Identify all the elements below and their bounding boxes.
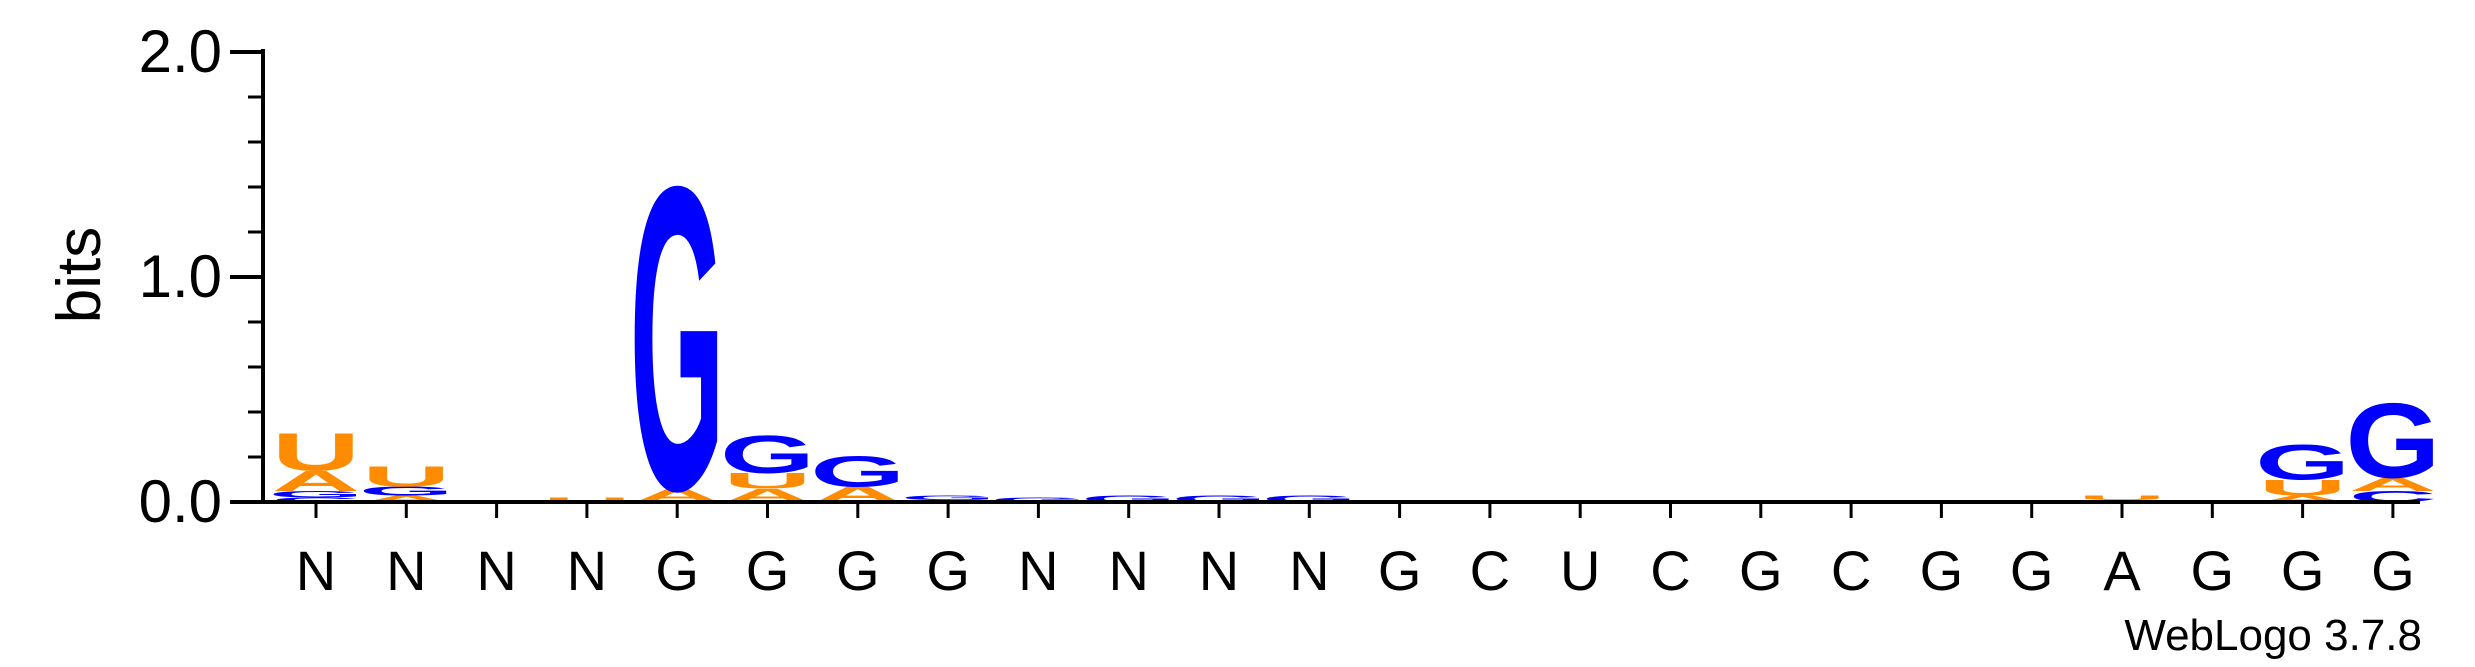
x-tick-label: U (1560, 539, 1600, 602)
logo-letter-U: U (2258, 475, 2346, 500)
logo-letter-A: A (272, 465, 360, 497)
x-tick-label: N (567, 539, 607, 602)
logo-letter-G: G (1171, 494, 1266, 504)
logo-letter-G: G (1081, 494, 1176, 504)
x-tick-label: N (1108, 539, 1148, 602)
weblogo-credit: WebLogo 3.7.8 (2124, 611, 2422, 660)
logo-letter-G: G (901, 494, 996, 501)
logo-letter-A: A (2349, 474, 2437, 495)
x-tick-label: G (836, 539, 880, 602)
x-tick-label: G (2010, 539, 2054, 602)
x-tick-label: G (655, 539, 699, 602)
logo-letter-U: U (543, 496, 631, 503)
y-tick-label: 0.0 (139, 468, 222, 535)
x-tick-label: C (1831, 539, 1871, 602)
x-tick-label: G (1920, 539, 1964, 602)
logo-letter-A: A (2258, 494, 2346, 504)
logo-letter-U: U (2078, 494, 2166, 501)
logo-letter-G: G (2345, 381, 2440, 500)
x-tick-label: N (1199, 539, 1239, 602)
y-tick-label: 2.0 (139, 18, 222, 85)
logo-letter-G: G (720, 425, 815, 484)
x-tick-label: C (1470, 539, 1510, 602)
logo-letter-G: G (810, 447, 905, 496)
logo-letter-G: G (1262, 494, 1357, 504)
logo-letter-U: U (272, 422, 360, 481)
x-tick-label: N (1289, 539, 1329, 602)
x-tick-label: A (2103, 539, 2141, 602)
x-tick-label: G (2191, 539, 2235, 602)
x-tick-label: G (2281, 539, 2325, 602)
y-axis-label: bits (45, 227, 114, 323)
logo-letter-U: U (362, 461, 450, 493)
logo-letter-G: G (991, 496, 1086, 503)
x-tick-label: N (386, 539, 426, 602)
logo-letter-G: G (2255, 434, 2350, 490)
x-tick-label: G (2371, 539, 2415, 602)
logo-letter-A: A (362, 494, 450, 504)
x-tick-label: N (1018, 539, 1058, 602)
y-ticks: 0.0 1.0 2.0 (139, 18, 263, 535)
logo-letter-U: U (723, 469, 811, 494)
x-tick-label: G (746, 539, 790, 602)
axes (261, 49, 2420, 504)
x-tick-label: G (1739, 539, 1783, 602)
y-tick-label: 1.0 (139, 243, 222, 310)
letter-stacks: CGAUAGUAUAGAUGAGUGGGGGGCUUCUAUGCAG (268, 96, 2440, 581)
x-tick-label: G (1378, 539, 1422, 602)
x-tick-label: G (926, 539, 970, 602)
x-tick-label: C (1650, 539, 1690, 602)
logo-letter-C: C (272, 496, 360, 503)
x-tick-label: N (296, 539, 336, 602)
logo-letter-G: G (359, 484, 454, 498)
x-tick-label: N (476, 539, 516, 602)
logo-letter-G: G (268, 489, 363, 499)
